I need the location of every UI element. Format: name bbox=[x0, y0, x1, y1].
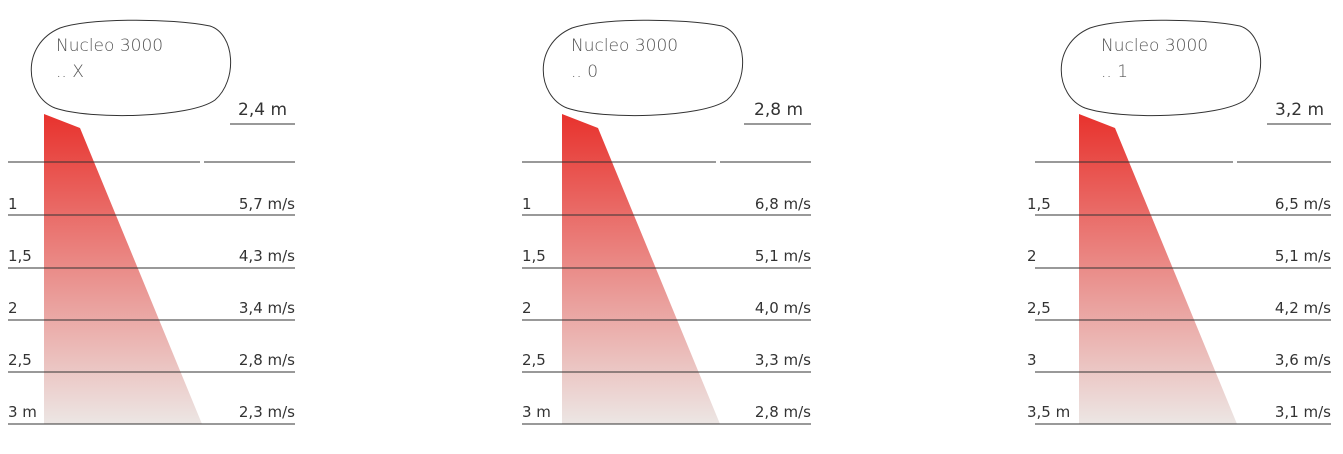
distance-label: 1 bbox=[522, 195, 532, 213]
speed-value: 2,8 m/s bbox=[238, 351, 295, 369]
distance-label: 2,5 bbox=[8, 351, 32, 369]
distance-label: 2 bbox=[522, 299, 532, 317]
panel-3: Nucleo 3000 .. 1 3,2 m 1,5 6,5 m/s 2 5,1… bbox=[1027, 0, 1335, 454]
speed-value: 2,3 m/s bbox=[238, 403, 295, 421]
distance-label: 1,5 bbox=[522, 247, 546, 265]
distance-label: 3,5 m bbox=[1027, 403, 1071, 421]
bubble-subtitle: .. 0 bbox=[571, 62, 599, 82]
distance-label: 3 m bbox=[522, 403, 551, 421]
speed-value: 2,8 m/s bbox=[754, 403, 811, 421]
bubble-outline bbox=[30, 19, 232, 117]
beam-cone bbox=[562, 114, 720, 424]
speed-value: 6,8 m/s bbox=[754, 195, 811, 213]
speed-value: 6,5 m/s bbox=[1274, 195, 1331, 213]
speed-value: 5,1 m/s bbox=[1274, 247, 1331, 265]
mounting-height: 2,8 m bbox=[754, 100, 803, 120]
speed-value: 3,4 m/s bbox=[238, 299, 295, 317]
distance-label: 3 m bbox=[8, 403, 37, 421]
speed-value: 3,3 m/s bbox=[754, 351, 811, 369]
speed-value: 5,1 m/s bbox=[754, 247, 811, 265]
distance-label: 2 bbox=[1027, 247, 1037, 265]
panel-1-graphics bbox=[8, 19, 295, 425]
bubble-title: Nucleo 3000 bbox=[1101, 36, 1209, 56]
mounting-height: 2,4 m bbox=[238, 100, 287, 120]
panel-2: Nucleo 3000 .. 0 2,8 m 1 6,8 m/s 1,5 5,1… bbox=[518, 0, 818, 454]
bubble-title: Nucleo 3000 bbox=[571, 36, 679, 56]
beam-cone bbox=[44, 114, 202, 424]
distance-label: 3 bbox=[1027, 351, 1037, 369]
distance-label: 2,5 bbox=[1027, 299, 1051, 317]
distance-label: 2,5 bbox=[522, 351, 546, 369]
bubble-outline bbox=[542, 19, 744, 117]
bubble-title: Nucleo 3000 bbox=[56, 36, 164, 56]
speed-value: 5,7 m/s bbox=[238, 195, 295, 213]
distance-label: 1,5 bbox=[8, 247, 32, 265]
speed-value: 3,6 m/s bbox=[1274, 351, 1331, 369]
distance-label: 2 bbox=[8, 299, 18, 317]
speed-value: 4,3 m/s bbox=[238, 247, 295, 265]
bubble-outline bbox=[1060, 19, 1262, 117]
mounting-height: 3,2 m bbox=[1275, 100, 1324, 120]
speed-value: 3,1 m/s bbox=[1274, 403, 1331, 421]
bubble-subtitle: .. X bbox=[56, 62, 84, 82]
distance-label: 1,5 bbox=[1027, 195, 1051, 213]
distance-label: 1 bbox=[8, 195, 18, 213]
panel-2-graphics bbox=[522, 19, 811, 425]
bubble-subtitle: .. 1 bbox=[1101, 62, 1129, 82]
panel-1: Nucleo 3000 .. X 2,4 m 1 5,7 m/s 1,5 4,3… bbox=[0, 0, 300, 454]
speed-value: 4,0 m/s bbox=[754, 299, 811, 317]
beam-cone bbox=[1079, 114, 1237, 424]
panel-3-graphics bbox=[1035, 19, 1331, 425]
speed-value: 4,2 m/s bbox=[1274, 299, 1331, 317]
